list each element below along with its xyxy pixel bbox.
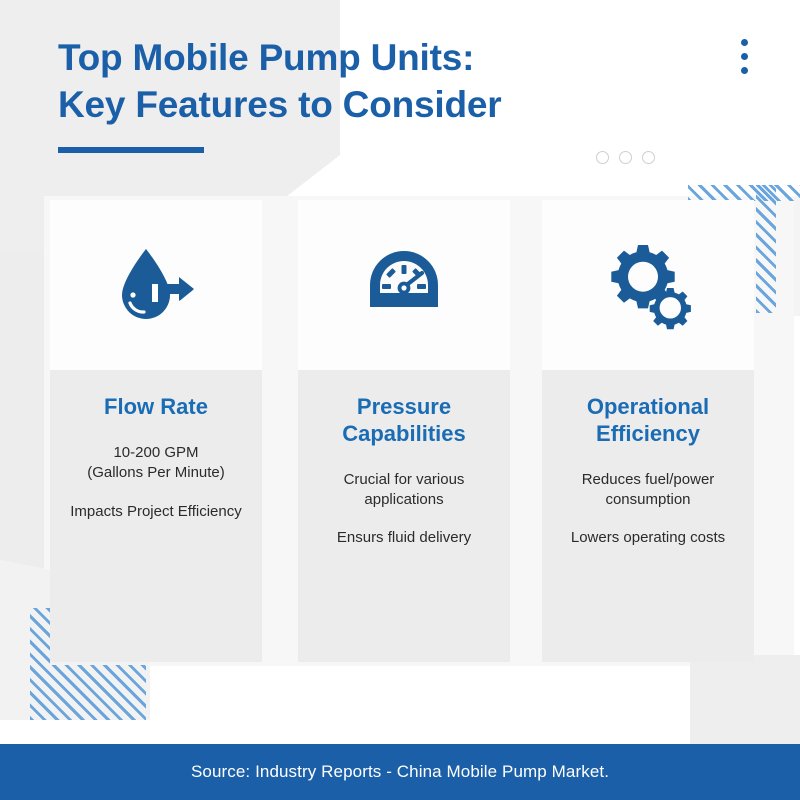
- pager-dot[interactable]: [619, 151, 632, 164]
- header: Top Mobile Pump Units: Key Features to C…: [58, 34, 678, 129]
- feature-card-operational-efficiency[interactable]: Operational Efficiency Reduces fuel/powe…: [542, 200, 754, 662]
- card-line: Impacts Project Efficiency: [70, 502, 242, 520]
- hatch-decoration-top-right-horizontal: [688, 185, 800, 201]
- hatch-decoration-top-right-vertical: [756, 185, 776, 313]
- card-icon-area: [50, 200, 262, 370]
- footer-source-text: Source: Industry Reports - China Mobile …: [190, 762, 610, 781]
- card-title: Flow Rate: [104, 394, 208, 419]
- hatch-decoration-bottom-left-vertical: [30, 608, 50, 720]
- card-line: 10-200 GPM (Gallons Per Minute): [87, 443, 225, 482]
- feature-card-pressure-capabilities[interactable]: Pressure Capabilities Crucial for variou…: [298, 200, 510, 662]
- page-title: Top Mobile Pump Units: Key Features to C…: [58, 37, 502, 126]
- title-underline-rule: [58, 147, 204, 153]
- pressure-gauge-icon: [356, 237, 452, 333]
- background-bottom-right-shape: [690, 655, 800, 745]
- card-icon-area: [542, 200, 754, 370]
- card-line: Lowers operating costs: [570, 529, 726, 547]
- hatch-decoration-bottom-left-horizontal: [30, 665, 146, 720]
- card-body: Crucial for various applications Ensurs …: [298, 470, 510, 549]
- pager-dot[interactable]: [642, 151, 655, 164]
- pager-dot[interactable]: [596, 151, 609, 164]
- kebab-dot: [741, 39, 748, 46]
- card-line: Reduces fuel/power consumption: [581, 470, 715, 509]
- card-body: 10-200 GPM (Gallons Per Minute) Impacts …: [50, 443, 262, 522]
- background-left-band: [0, 0, 44, 700]
- card-body: Reduces fuel/power consumption Lowers op…: [542, 470, 754, 549]
- card-line: Crucial for various applications: [343, 470, 465, 509]
- card-icon-area: [298, 200, 510, 370]
- kebab-dot: [741, 53, 748, 60]
- feature-card-flow-rate[interactable]: Flow Rate 10-200 GPM (Gallons Per Minute…: [50, 200, 262, 662]
- kebab-dot: [741, 67, 748, 74]
- card-line: Ensurs fluid delivery: [336, 529, 472, 547]
- pager-dots[interactable]: [596, 151, 655, 164]
- footer-source-bar: Source: Industry Reports - China Mobile …: [0, 744, 800, 800]
- water-droplet-flow-icon: [108, 237, 204, 333]
- more-vertical-icon[interactable]: [741, 39, 748, 74]
- gears-icon: [598, 237, 698, 333]
- card-title: Pressure Capabilities: [342, 394, 466, 446]
- card-title: Operational Efficiency: [586, 394, 710, 446]
